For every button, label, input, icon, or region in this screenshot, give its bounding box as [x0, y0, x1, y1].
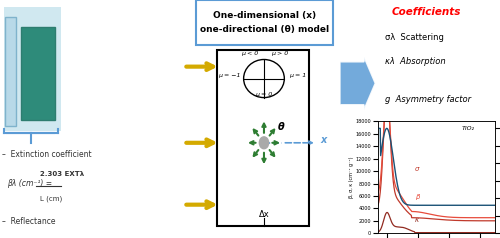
Line: g: g	[378, 128, 495, 205]
κ	[445, 231, 451, 234]
σ	[444, 216, 450, 218]
Text: –  Extinction coefficient: – Extinction coefficient	[2, 150, 92, 159]
g	[374, 127, 380, 130]
κ	[474, 231, 480, 234]
β	[374, 205, 380, 208]
β	[492, 219, 498, 222]
Text: μ < 0: μ < 0	[242, 51, 258, 56]
Text: one-directional (θ) model: one-directional (θ) model	[200, 25, 330, 34]
Text: κ: κ	[414, 217, 418, 223]
Text: μ = −1: μ = −1	[218, 73, 241, 78]
Text: Δx: Δx	[258, 210, 270, 218]
Text: L (cm): L (cm)	[40, 195, 62, 202]
g	[375, 127, 381, 130]
σ	[374, 193, 380, 195]
σ	[482, 216, 488, 219]
Ellipse shape	[244, 60, 284, 98]
Line: β: β	[378, 91, 495, 221]
FancyBboxPatch shape	[196, 0, 334, 45]
σ	[492, 216, 498, 219]
Text: g  Asymmetry factor: g Asymmetry factor	[385, 95, 471, 104]
FancyBboxPatch shape	[6, 17, 16, 126]
g	[440, 204, 446, 207]
κ	[482, 231, 488, 234]
Text: One-dimensional (x): One-dimensional (x)	[214, 11, 316, 20]
Circle shape	[260, 137, 268, 149]
g	[445, 204, 451, 207]
Text: βλ (cm⁻¹) =: βλ (cm⁻¹) =	[7, 178, 54, 188]
κ	[447, 231, 453, 234]
σ	[474, 216, 480, 219]
κ	[412, 231, 418, 234]
β	[375, 204, 381, 207]
Text: σλ  Scattering: σλ Scattering	[385, 33, 444, 42]
g	[444, 204, 450, 207]
g	[492, 204, 498, 207]
Text: μ > 0: μ > 0	[271, 51, 288, 56]
Text: x: x	[320, 135, 326, 145]
κ	[384, 211, 390, 214]
FancyBboxPatch shape	[20, 27, 55, 120]
σ	[447, 216, 453, 218]
κ	[492, 231, 498, 234]
β	[384, 89, 390, 92]
Text: 2.303 EXTλ: 2.303 EXTλ	[40, 171, 84, 177]
Text: β: β	[414, 194, 419, 200]
Text: κλ  Absorption: κλ Absorption	[385, 57, 446, 66]
β	[447, 219, 453, 222]
Text: TiO₂: TiO₂	[462, 126, 475, 131]
Text: μ = 0: μ = 0	[256, 92, 272, 97]
Text: σ: σ	[414, 166, 419, 172]
g	[474, 204, 480, 207]
β	[445, 218, 451, 221]
β	[474, 219, 480, 222]
β	[444, 218, 450, 221]
Y-axis label: β, σ, κ (cm⁻¹ g⁻¹): β, σ, κ (cm⁻¹ g⁻¹)	[349, 157, 354, 198]
FancyBboxPatch shape	[4, 7, 61, 131]
κ	[445, 231, 451, 234]
κ	[375, 231, 381, 233]
κ	[374, 231, 380, 234]
Text: θ: θ	[278, 122, 284, 132]
FancyArrow shape	[340, 57, 375, 109]
g	[447, 204, 453, 207]
Text: μ = 1: μ = 1	[290, 73, 307, 78]
FancyBboxPatch shape	[217, 50, 310, 226]
Text: –  Reflectance: – Reflectance	[2, 217, 56, 226]
Text: Coefficients: Coefficients	[391, 7, 460, 17]
β	[482, 219, 488, 222]
Line: κ: κ	[378, 213, 495, 233]
g	[482, 204, 488, 207]
σ	[375, 192, 381, 195]
σ	[445, 216, 451, 218]
σ	[384, 91, 390, 94]
Line: σ: σ	[378, 92, 495, 218]
